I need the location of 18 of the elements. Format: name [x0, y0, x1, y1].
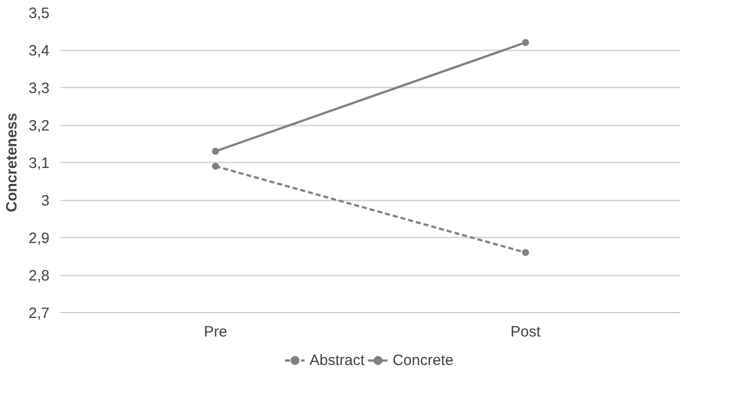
y-tick-label: 3,5: [28, 5, 50, 22]
y-tick-label: 2,8: [28, 268, 50, 284]
legend-label: Concrete: [392, 352, 454, 368]
y-tick-label: 2,7: [28, 305, 50, 322]
legend-label: Abstract: [310, 352, 365, 368]
y-tick-label: 3,2: [28, 118, 50, 134]
y-tick-label: 3,3: [28, 80, 50, 97]
x-tick-label: Pre: [204, 324, 228, 340]
y-axis-title: Concreteness: [4, 112, 21, 212]
point: [522, 249, 529, 256]
y-tick-label: 2,9: [28, 230, 50, 247]
y-tick-label: 3: [41, 192, 50, 210]
point: [212, 148, 219, 155]
point: [212, 162, 219, 170]
point: [522, 39, 529, 46]
y-tick-label: 3,4: [28, 42, 50, 60]
y-tick-label: 3,1: [28, 155, 50, 172]
x-tick-label: Post: [510, 324, 542, 340]
